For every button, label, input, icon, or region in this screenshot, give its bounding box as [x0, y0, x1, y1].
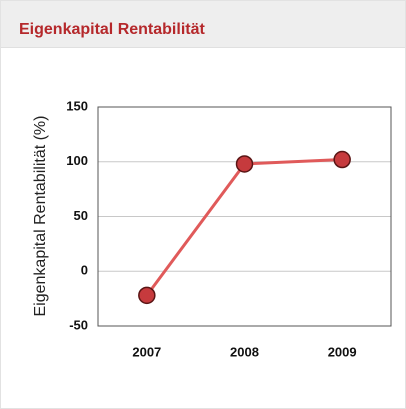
- y-axis-title: Eigenkapital Rentabilität (%): [32, 116, 49, 317]
- data-point: [138, 286, 156, 305]
- data-point: [333, 150, 351, 169]
- x-tick-label: 2009: [328, 344, 357, 359]
- plot-frame: [97, 106, 392, 327]
- series-line: [145, 158, 343, 297]
- y-tick-label: 0: [81, 263, 88, 278]
- y-tick-label: -50: [69, 317, 88, 332]
- x-tick-label: 2008: [230, 344, 259, 359]
- y-tick-label: 50: [74, 208, 88, 223]
- y-tick-label: 150: [66, 98, 88, 113]
- y-tick-label: 100: [66, 153, 88, 168]
- header-title: Eigenkapital Rentabilität: [19, 21, 205, 38]
- header: Eigenkapital Rentabilität: [1, 1, 405, 48]
- data-point: [235, 155, 254, 173]
- x-tick-label: 2007: [132, 344, 161, 359]
